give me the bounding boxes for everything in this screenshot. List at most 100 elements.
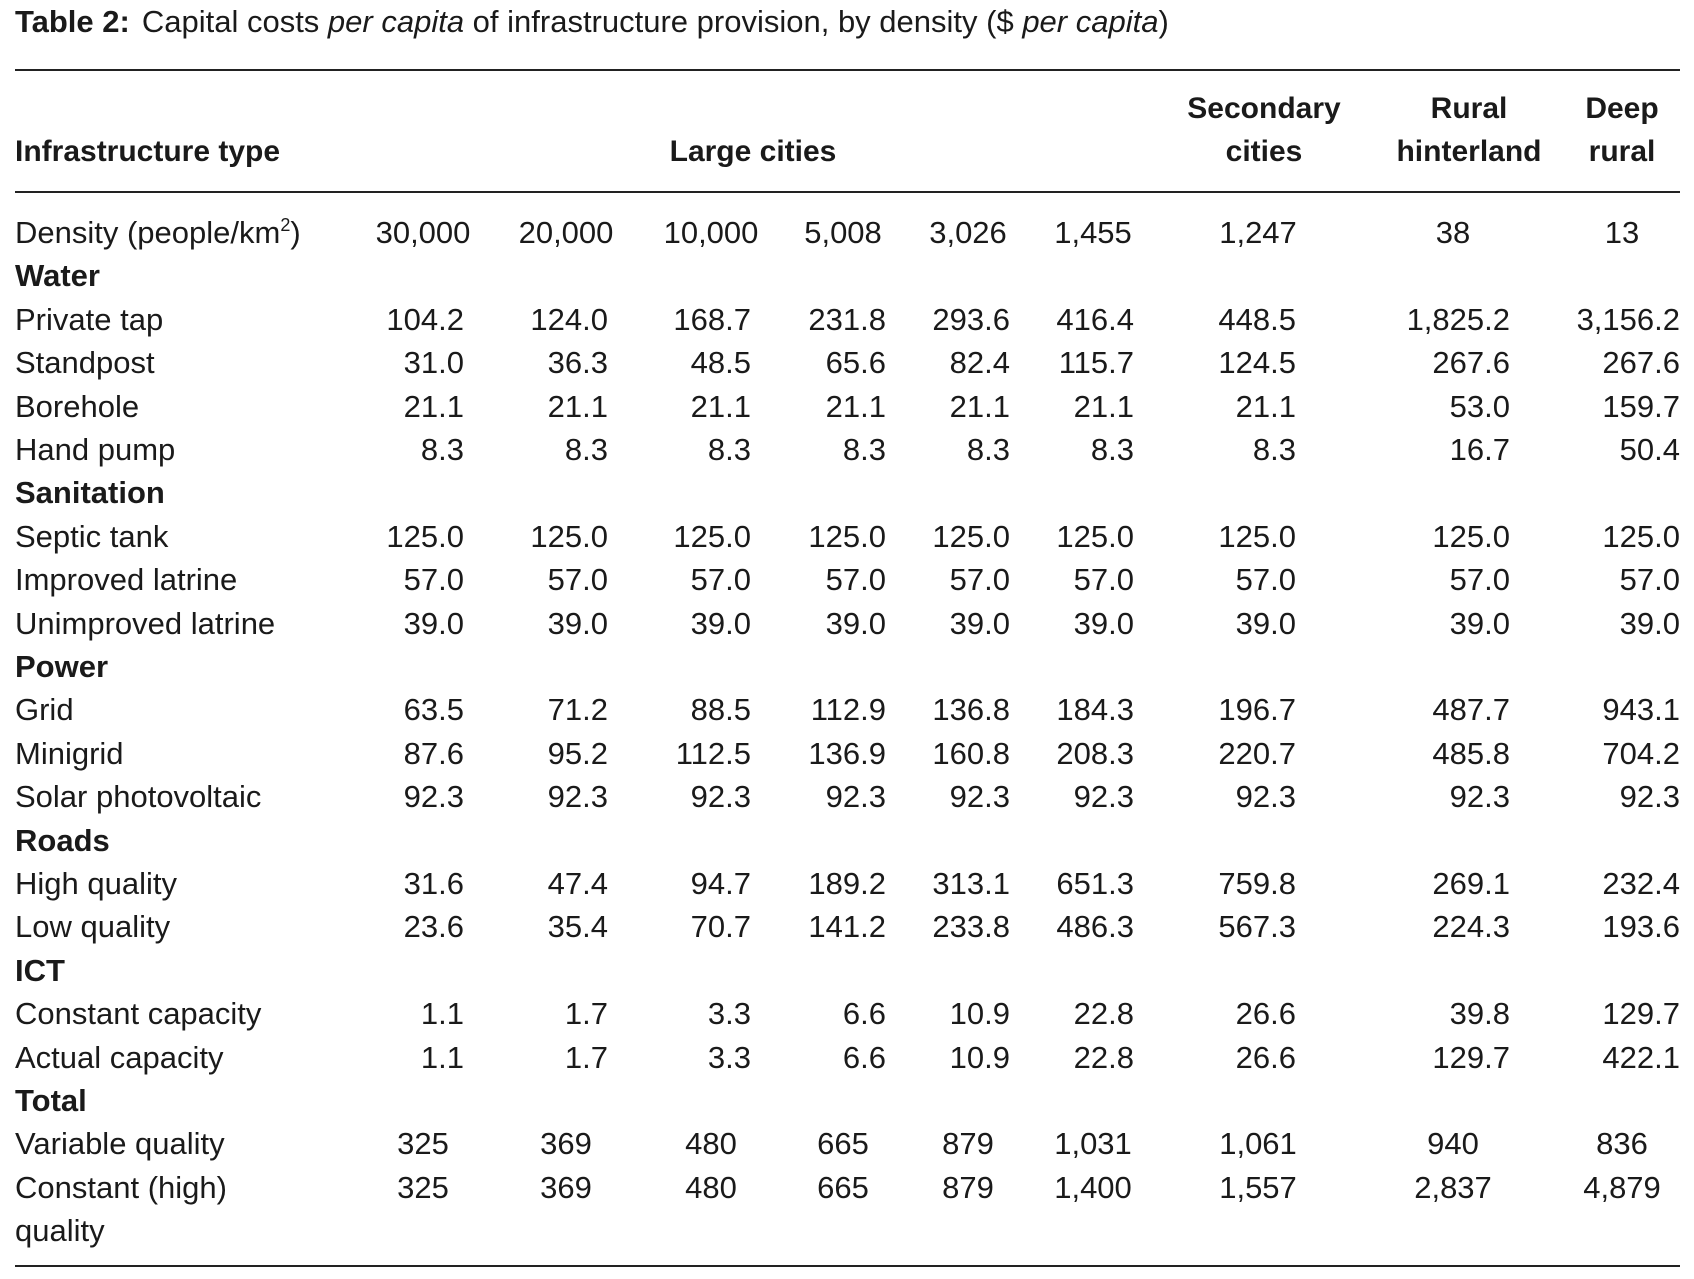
table-cell: 125.0 (530, 518, 608, 554)
table-cell: 704.2 (1602, 735, 1680, 771)
table-cell: 4,879 (1583, 1169, 1661, 1205)
row-label: Borehole (15, 388, 140, 424)
table-cell: 10.9 (949, 1039, 1010, 1075)
table-cell: 70.7 (690, 909, 751, 945)
table-cell: 836 (1596, 1126, 1648, 1162)
column-header: Infrastructure type (15, 135, 281, 168)
column-header: Secondary cities (1187, 92, 1341, 168)
table-cell: 16.7 (1449, 432, 1510, 467)
table-cell: 168.7 (673, 301, 751, 337)
title-text: ) (1158, 4, 1169, 39)
table-cell: 31.0 (403, 345, 464, 381)
table-cell: 879 (942, 1126, 994, 1162)
table-cell: 422.1 (1602, 1039, 1680, 1075)
table-cell: 160.8 (932, 735, 1010, 771)
table-cell: 6.6 (842, 1039, 886, 1075)
section-header: Power (15, 649, 109, 684)
table-cell: 325 (397, 1126, 449, 1162)
table-cell: 220.7 (1218, 735, 1296, 771)
table-cell: 313.1 (932, 866, 1010, 901)
table-cell: 196.7 (1218, 692, 1296, 728)
row-label: Private tap (15, 301, 164, 337)
table-cell: 940 (1427, 1126, 1479, 1162)
table-cell: 10.9 (949, 996, 1010, 1032)
table-cell: 125.0 (808, 518, 886, 554)
table-cell: 112.9 (810, 692, 886, 728)
table-cell: 124.5 (1218, 345, 1296, 381)
table-cell: 5,008 (804, 215, 882, 250)
table-cell: 8.3 (966, 432, 1010, 467)
section-header: Sanitation (15, 475, 165, 511)
table-cell: 21.1 (403, 388, 464, 424)
table-cell: 57.0 (690, 562, 751, 598)
table-cell: 267.6 (1432, 345, 1510, 381)
rule (15, 1265, 1680, 1267)
table-cell: 31.6 (403, 866, 464, 901)
table-cell: 21.1 (1073, 388, 1134, 424)
table-cell: 57.0 (1619, 562, 1680, 598)
table-cell: 1.7 (564, 996, 608, 1032)
table-cell: 293.6 (932, 301, 1010, 337)
rule (15, 69, 1680, 71)
row-label: Constant (high) quality (15, 1169, 227, 1248)
table-cell: 369 (540, 1126, 592, 1162)
table-cell: 92.3 (1449, 779, 1510, 815)
table-cell: 10,000 (663, 215, 759, 250)
table-cell: 759.8 (1218, 866, 1296, 901)
title-label: Table 2: (15, 4, 130, 39)
table-cell: 65.6 (825, 345, 886, 381)
table-cell: 63.5 (403, 692, 464, 728)
table-cell: 39.0 (825, 605, 886, 641)
table-cell: 1,247 (1219, 215, 1297, 250)
row-label: Unimproved latrine (15, 605, 276, 641)
table-cell: 8.3 (1090, 432, 1134, 467)
table-cell: 567.3 (1218, 909, 1296, 945)
column-header: Rural hinterland (1396, 92, 1542, 168)
table-cell: 480 (685, 1169, 737, 1205)
table-cell: 57.0 (825, 562, 886, 598)
table-cell: 47.4 (547, 866, 608, 901)
table-cell: 125.0 (1432, 518, 1510, 554)
table-cell: 1,455 (1054, 215, 1132, 250)
table-cell: 57.0 (547, 562, 608, 598)
table-cell: 193.6 (1602, 909, 1680, 945)
table-cell: 21.1 (690, 388, 751, 424)
table-cell: 267.6 (1602, 345, 1680, 381)
table-cell: 22.8 (1073, 996, 1134, 1032)
table-cell: 3.3 (707, 996, 751, 1032)
table-cell: 943.1 (1602, 692, 1680, 728)
table-cell: 39.0 (690, 605, 751, 641)
table-cell: 57.0 (1449, 562, 1510, 598)
table-cell: 3,156.2 (1576, 301, 1680, 337)
title-text: per capita (1022, 4, 1159, 39)
title-text: Capital costs (141, 4, 328, 39)
table-cell: 39.0 (1235, 605, 1296, 641)
column-header: Deep rural (1585, 92, 1659, 168)
table-cell: 124.0 (530, 301, 608, 337)
table-cell: 136.8 (932, 692, 1010, 728)
table-cell: 233.8 (932, 909, 1010, 945)
table-cell: 125.0 (673, 518, 751, 554)
row-label: Actual capacity (15, 1039, 224, 1075)
table-cell: 39.0 (1619, 605, 1680, 641)
table-cell: 82.4 (949, 345, 1010, 381)
label-text: ) (290, 215, 301, 250)
table-cell: 92.3 (825, 779, 886, 815)
table-cell: 92.3 (1235, 779, 1296, 815)
table-cell: 8.3 (707, 432, 751, 467)
table-cell: 224.3 (1432, 909, 1510, 945)
table-cell: 1.1 (420, 1039, 464, 1075)
table-cell: 416.4 (1056, 301, 1134, 337)
table-cell: 39.0 (949, 605, 1010, 641)
table-cell: 159.7 (1602, 388, 1680, 424)
table-cell: 665 (817, 1169, 869, 1205)
table-cell: 1,061 (1219, 1126, 1297, 1162)
table-cell: 125.0 (932, 518, 1010, 554)
table-cell: 57.0 (949, 562, 1010, 598)
table-cell: 8.3 (564, 432, 608, 467)
table-cell: 53.0 (1449, 388, 1510, 424)
table-cell: 92.3 (949, 779, 1010, 815)
table-cell: 39.0 (403, 605, 464, 641)
table-cell: 92.3 (1073, 779, 1134, 815)
